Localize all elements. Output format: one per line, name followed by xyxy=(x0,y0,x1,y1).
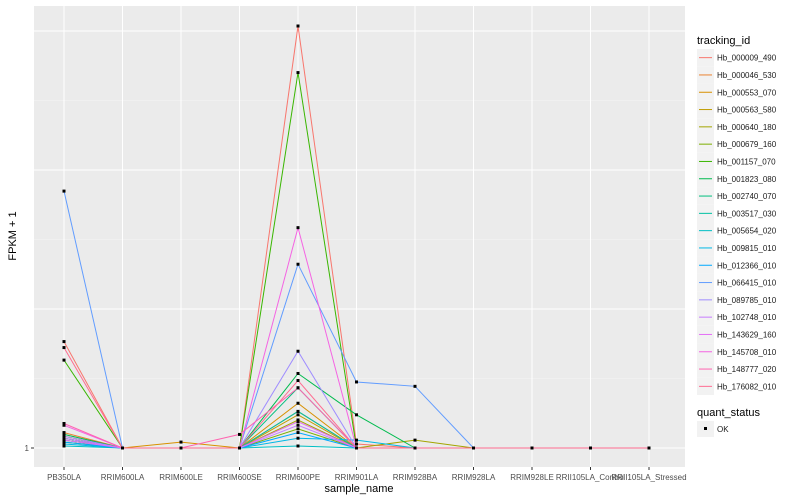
x-tick-label: RRIM928LE xyxy=(510,473,554,482)
legend-item-label: Hb_066415_010 xyxy=(717,279,777,288)
data-point xyxy=(62,442,66,446)
data-point xyxy=(472,446,475,450)
legend-item-label: Hb_012366_010 xyxy=(717,261,777,270)
data-point xyxy=(296,386,300,390)
legend-item-label: Hb_001823_080 xyxy=(717,175,777,184)
data-point xyxy=(296,379,300,383)
legend-item-label: Hb_148777_020 xyxy=(717,365,777,374)
legend-item-label: Hb_102748_010 xyxy=(717,313,777,322)
data-point xyxy=(296,444,300,448)
data-point xyxy=(62,358,66,362)
data-point xyxy=(296,409,300,413)
x-tick-label: RRIM600LE xyxy=(159,473,203,482)
legend-item-label: Hb_000679_160 xyxy=(717,140,777,149)
status-legend-label: OK xyxy=(717,425,729,434)
plot-panel xyxy=(34,6,685,467)
data-point xyxy=(296,371,300,375)
data-point xyxy=(296,24,300,28)
x-tick-label: RRIM600SE xyxy=(217,473,261,482)
data-point xyxy=(62,423,66,427)
data-point xyxy=(62,340,66,344)
data-point xyxy=(589,446,592,450)
legend-item-label: Hb_002740_070 xyxy=(717,192,777,201)
legend-item-label: Hb_000009_490 xyxy=(717,54,777,63)
data-point xyxy=(296,418,300,422)
y-axis-label: FPKM + 1 xyxy=(7,211,19,260)
legend-item-label: Hb_089785_010 xyxy=(717,296,777,305)
y-tick-label: 1 xyxy=(25,444,30,453)
legend-title: tracking_id xyxy=(697,35,750,47)
legend-item-label: Hb_000553_070 xyxy=(717,88,777,97)
legend: tracking_id Hb_000009_490Hb_000046_530Hb… xyxy=(697,35,777,437)
legend-item-label: Hb_005654_020 xyxy=(717,227,777,236)
x-axis-label: sample_name xyxy=(324,483,393,495)
data-point xyxy=(296,427,300,431)
x-tick-label: RRIM928LA xyxy=(452,473,496,482)
legend-item-label: Hb_145708_010 xyxy=(717,348,777,357)
data-point xyxy=(296,262,300,266)
data-point xyxy=(296,349,300,353)
x-tick-label: RRIM600PE xyxy=(276,473,320,482)
x-tick-label: RRII105LA_Control xyxy=(556,473,626,482)
data-point xyxy=(355,380,358,384)
data-point xyxy=(296,413,300,417)
data-point xyxy=(62,438,66,442)
legend-item-label: Hb_000563_580 xyxy=(717,106,777,115)
legend-item-label: Hb_009815_010 xyxy=(717,244,777,253)
data-point xyxy=(296,436,300,440)
data-point xyxy=(413,384,417,388)
legend-item-label: Hb_003517_030 xyxy=(717,209,777,218)
legend-item-label: Hb_000046_530 xyxy=(717,71,777,80)
data-point xyxy=(296,420,300,424)
data-point xyxy=(413,446,417,450)
data-points xyxy=(62,24,651,450)
data-point xyxy=(62,346,66,350)
data-point xyxy=(296,71,300,75)
data-point xyxy=(355,413,358,417)
data-point xyxy=(238,446,241,450)
data-point xyxy=(62,421,66,425)
legend-item-label: Hb_001157_070 xyxy=(717,157,776,166)
x-tick-label: PB350LA xyxy=(47,473,81,482)
data-point xyxy=(62,440,66,444)
data-point xyxy=(413,438,417,442)
x-axis-ticks: PB350LA RRIM600LA RRIM600LE RRIM600SE RRIM60… xyxy=(47,467,687,482)
data-point xyxy=(238,432,241,436)
legend-item-label: Hb_143629_160 xyxy=(717,330,777,339)
data-point xyxy=(62,434,66,438)
data-point xyxy=(296,226,300,230)
legend-item-label: Hb_176082_010 xyxy=(717,382,777,391)
x-tick-label: RRIM901LA xyxy=(335,473,379,482)
data-point xyxy=(62,189,66,193)
data-point xyxy=(355,446,358,450)
data-point xyxy=(296,431,300,435)
status-legend-marker xyxy=(704,427,707,430)
x-tick-label: RRIM600LA xyxy=(101,473,145,482)
data-point xyxy=(296,423,300,427)
grid-lines xyxy=(34,6,685,467)
data-point xyxy=(355,438,358,442)
data-point xyxy=(355,442,358,446)
y-axis-ticks: 1 xyxy=(25,444,34,453)
data-point xyxy=(62,431,66,435)
legend-items: Hb_000009_490 Hb_000046_530 Hb_000553_070 H… xyxy=(697,49,777,395)
data-point xyxy=(296,401,300,405)
data-point xyxy=(121,446,124,450)
data-point xyxy=(530,446,534,450)
data-point xyxy=(179,446,183,450)
x-tick-label: RRIM928BA xyxy=(393,473,438,482)
data-point xyxy=(647,446,651,450)
data-point xyxy=(62,432,66,436)
data-point xyxy=(179,440,183,444)
x-tick-label: RRII105LA_Stressed xyxy=(611,473,686,482)
data-point xyxy=(62,444,66,448)
data-point xyxy=(62,436,66,440)
legend-item-label: Hb_000640_180 xyxy=(717,123,777,132)
status-legend-title: quant_status xyxy=(697,407,760,419)
